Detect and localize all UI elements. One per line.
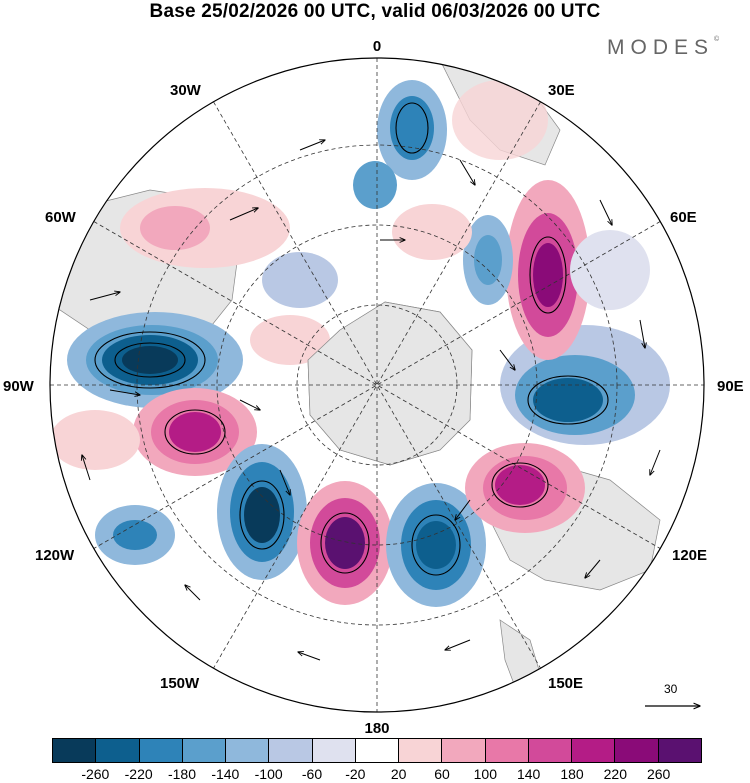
colorbar-cell	[485, 739, 529, 762]
map-boundary	[49, 57, 705, 713]
anomaly-center-neg-10e	[353, 80, 447, 209]
colorbar-tick-label: -100	[254, 766, 283, 782]
anomaly-center-pos-50w	[120, 188, 290, 268]
modes-logo: MODES©	[607, 36, 719, 60]
colorbar-tick-label: 220	[603, 766, 628, 782]
lon-label-120w: 120W	[35, 547, 75, 564]
colorbar-tick-label: 140	[516, 766, 541, 782]
lon-label-150w: 150W	[160, 675, 200, 692]
wind-vectors	[82, 140, 661, 661]
colorbar-cell	[658, 739, 701, 762]
colorbar-tick-label: -260	[81, 766, 110, 782]
colorbar-tick-label: -60	[301, 766, 323, 782]
colorbar-cell	[53, 739, 97, 762]
brand-name: MODES	[607, 36, 715, 59]
contour-lines	[94, 102, 609, 576]
lon-label-120e: 120E	[672, 547, 707, 564]
colorbar-cell	[442, 739, 486, 762]
anomaly-center-neg-140w	[217, 444, 307, 580]
reference-vector-label: 30	[664, 682, 678, 696]
colorbar-cell	[528, 739, 573, 762]
anomaly-center-pos-170w	[297, 481, 393, 605]
colorbar-tick-label: 60	[434, 766, 450, 782]
colorbar-tick-label: 260	[646, 766, 671, 782]
lon-label-150e: 150E	[548, 675, 583, 692]
lon-label-180: 180	[364, 720, 389, 735]
colorbar-tick-label: 20	[390, 766, 407, 782]
colorbar-cell	[615, 739, 659, 762]
colorbar-tick-label: 100	[473, 766, 498, 782]
colorbar-tick-label: -180	[167, 766, 197, 782]
lon-label-90e: 90E	[717, 378, 744, 395]
lon-label-0: 0	[373, 38, 381, 55]
longitude-labels: 0 180 90W 90E 30W 60W 30E 60E 120W 150W …	[3, 38, 744, 735]
weak-anomalies	[50, 80, 650, 565]
colorbar-cell	[355, 739, 400, 762]
colorbar-cell	[226, 739, 270, 762]
lon-label-90w: 90W	[3, 378, 35, 395]
colorbar-tick-label: -20	[345, 766, 366, 782]
copyright-mark: ©	[714, 36, 720, 43]
colorbar-cell	[399, 739, 443, 762]
colorbar-cell	[96, 739, 140, 762]
anomaly-center-pos-50e	[506, 180, 590, 360]
colorbar-tick-label: -140	[211, 766, 240, 782]
colorbar-tick-label: 180	[560, 766, 584, 782]
colorbar-cell	[269, 739, 313, 762]
lon-label-30w: 30W	[170, 82, 202, 99]
colorbar-cell	[572, 739, 616, 762]
anomaly-center-pos-130e	[465, 443, 585, 533]
polar-map: 0 180 90W 90E 30W 60W 30E 60E 120W 150W …	[3, 38, 744, 735]
antarctica-overlay	[307, 301, 473, 466]
colorbar-tick-label: -220	[124, 766, 153, 782]
colorbar-cell	[139, 739, 183, 762]
anomaly-center-neg-160e	[386, 483, 486, 607]
anomaly-center-pos-100w	[133, 388, 257, 476]
lon-label-60w: 60W	[45, 209, 77, 226]
colorbar-cell	[312, 739, 356, 762]
map-title: Base 25/02/2026 00 UTC, valid 06/03/2026…	[149, 1, 601, 22]
colorbar	[52, 738, 702, 763]
anomaly-center-neg-30e	[463, 215, 513, 305]
lon-label-60e: 60E	[670, 209, 697, 226]
colorbar-cell	[182, 739, 227, 762]
lon-label-30e: 30E	[548, 82, 575, 99]
